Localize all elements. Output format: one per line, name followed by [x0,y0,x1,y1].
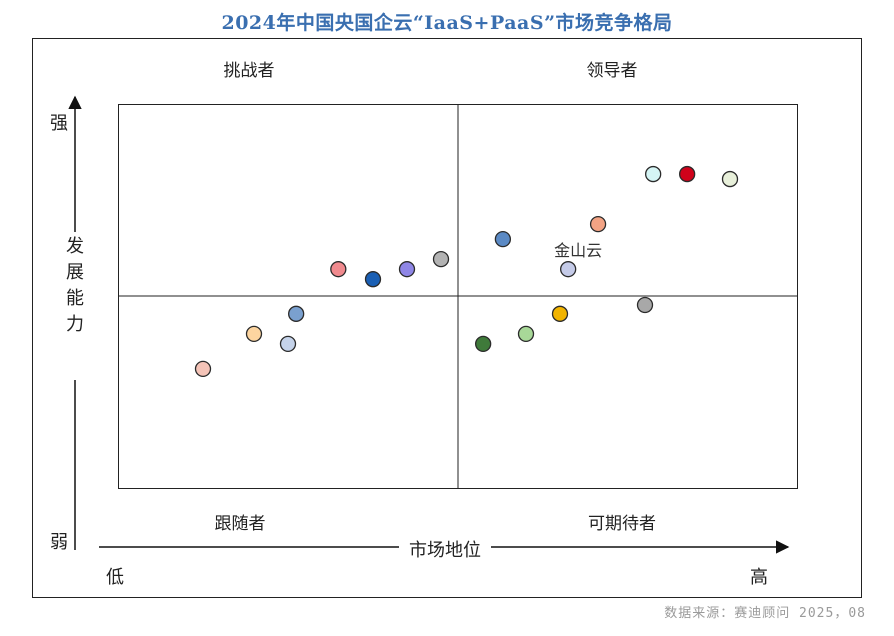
data-point-1 [194,360,212,378]
data-point-8 [432,251,450,268]
x-low-label: 低 [106,567,124,588]
points-layer: 金山云 [194,165,739,378]
chart-frame [32,38,862,598]
quadrant-label-follower: 跟随者 [214,514,266,534]
data-point-18 [721,170,739,188]
x-axis-title: 市场地位 [399,536,491,562]
data-point-11 [517,325,535,342]
data-point-7 [398,261,416,278]
data-point-17 [679,165,696,183]
quadrant-label-leader: 领导者 [586,61,638,81]
y-low-label: 弱 [50,532,68,553]
data-point-4 [288,305,305,322]
y-high-label: 强 [50,113,68,134]
data-point-5 [330,261,347,278]
data-point-label: 金山云 [554,241,602,260]
source-note: 数据来源：赛迪顾问 2025，08 [664,606,866,621]
y-axis-title: 发展能力 [66,236,84,335]
quadrant-label-promising: 可期待者 [588,514,656,534]
data-point-13 [560,261,577,278]
data-point-2 [245,325,263,342]
data-point-15 [636,296,654,314]
chart-title: 2024年中国央国企云“IaaS+PaaS”市场竞争格局 [221,12,673,34]
data-point-9 [475,335,492,353]
x-high-label: 高 [750,567,768,588]
data-point-6 [364,271,382,288]
data-point-14 [589,215,607,233]
data-point-12 [551,305,569,322]
data-point-10 [494,230,512,248]
data-point-3 [279,335,297,353]
quadrant-label-challenger: 挑战者 [223,61,275,81]
data-point-16 [645,165,662,183]
